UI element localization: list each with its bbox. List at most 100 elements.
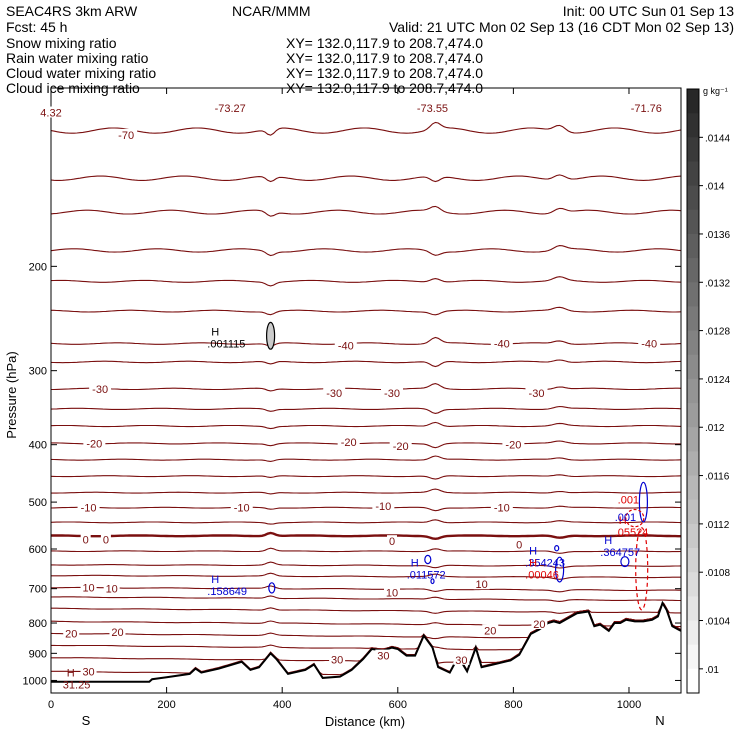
isotherm-label-bg [453, 653, 470, 665]
isotherm-label: 30 [331, 655, 343, 667]
colorbar-bin [687, 209, 699, 235]
isotherm-label-bg [77, 501, 100, 513]
isotherm-label-bg [372, 500, 395, 512]
isotherm-label-bg [412, 101, 453, 113]
endpoint-left-label: S [82, 713, 91, 728]
colorbar-tick-label: .0116 [705, 472, 730, 483]
isotherm-line [50, 455, 682, 462]
isotherm-line [50, 121, 682, 136]
isotherm-line [50, 245, 682, 257]
isotherm-label: -10 [234, 503, 250, 515]
isotherm-label: -20 [393, 441, 409, 453]
colorbar-unit-label: g kg⁻¹ [703, 86, 728, 96]
x-tick-label: 1000 [617, 699, 641, 711]
colorbar-tick-label: .0136 [705, 230, 730, 241]
isotherm-label-bg [329, 653, 346, 665]
org-title: NCAR/MMM [232, 3, 311, 19]
isotherm-label: 0 [389, 536, 395, 548]
colorbar-bin [687, 668, 699, 694]
terrain-fill [51, 603, 681, 693]
isotherm-label-bg [389, 439, 412, 451]
colorbar-frame [686, 88, 700, 694]
isotherm-label-bg [638, 337, 661, 349]
isotherm-label: 30 [455, 655, 467, 667]
isotherm-label: -10 [375, 501, 391, 513]
max-marker: H [211, 574, 219, 586]
isotherm-line [50, 359, 682, 368]
isotherm-label-bg [387, 535, 398, 547]
colorbar-tick-label: .0144 [705, 133, 730, 144]
isotherm-label-bg [80, 533, 91, 545]
field-label-cloud-water: Cloud water mixing ratio [6, 65, 156, 81]
colorbar-bin [687, 185, 699, 211]
cloud-water-contour [620, 556, 630, 568]
model-title: SEAC4RS 3km ARW [6, 3, 138, 19]
colorbar-bin [687, 403, 699, 428]
isotherm-label-bg [473, 578, 490, 590]
isotherm-label-bg [514, 538, 525, 550]
colorbar-bin [687, 499, 699, 525]
plot-frame [50, 87, 682, 694]
isotherm-label: 10 [475, 579, 487, 591]
isotherm-line [50, 205, 682, 217]
isotherm-label-bg [490, 337, 513, 349]
max-marker: H [604, 535, 612, 547]
isotherm-label-bg [384, 586, 401, 598]
colorbar-bin [687, 137, 699, 162]
isotherm-line [50, 174, 682, 183]
cloud-water-contour [424, 554, 432, 565]
colorbar-bin [687, 258, 699, 283]
max-marker: H [211, 327, 219, 339]
max-marker: H [529, 545, 537, 557]
isotherm-line [50, 595, 681, 602]
isotherm-line [51, 488, 681, 495]
isotherm-label: -40 [338, 340, 354, 352]
field-label-rain: Rain water mixing ratio [6, 50, 149, 66]
isotherm-label: 10 [106, 583, 118, 595]
colorbar-bin [687, 378, 699, 404]
isotherm-label: 30 [377, 651, 389, 663]
isotherm-label-bg [323, 386, 346, 398]
isotherm-label: -30 [529, 388, 545, 400]
isotherm-line [51, 585, 681, 593]
isotherm-line [51, 306, 682, 316]
plot-area: 0 200 400 600 800 100020030040050060070080090… [23, 87, 682, 711]
max-value-label: .354243 [525, 557, 565, 569]
max-value-label: 31.25 [63, 679, 91, 691]
cloud-water-contour [638, 481, 649, 523]
colorbar-bin [687, 161, 699, 187]
field-label-snow: Snow mixing ratio [6, 35, 117, 51]
isotherm-label: 0 [83, 534, 89, 546]
colorbar-bin [687, 596, 699, 622]
isotherm-line [50, 421, 682, 430]
x-axis-title: Distance (km) [325, 714, 405, 729]
isotherm-line [50, 336, 682, 347]
colorbar-bin [687, 548, 699, 573]
colorbar-bin [687, 354, 699, 380]
isotherm-label-bg [103, 582, 120, 594]
valid-time: Valid: 21 UTC Mon 02 Sep 13 (16 CDT Mon … [389, 19, 734, 35]
y-tick-label: 400 [29, 440, 47, 452]
colorbar-tick-label: .014 [705, 182, 725, 193]
colorbar-bin [687, 475, 699, 501]
max-value-label: .364757 [600, 547, 640, 559]
isotherm-label: -10 [494, 503, 510, 515]
isotherm-label-bg [337, 436, 360, 448]
colorbar-tick-label: .0108 [705, 568, 730, 579]
y-tick-label: 1000 [23, 675, 47, 687]
y-tick-label: 800 [29, 618, 47, 630]
forecast-hour: Fcst: 45 h [6, 19, 67, 35]
max-value-label: .001115 [207, 339, 245, 351]
isotherm-label: 0 [516, 540, 522, 552]
rain-water-contour [635, 527, 649, 611]
y-tick-label: 700 [29, 584, 47, 596]
isotherm-label: 20 [533, 619, 545, 631]
isotherm-line [50, 276, 682, 287]
colorbar-bin [687, 282, 699, 307]
xy-range-cloud-water: XY= 132.0,117.9 to 208.7,474.0 [286, 65, 483, 81]
isotherm-label: -30 [92, 384, 108, 396]
isotherm-label: -30 [384, 388, 400, 400]
isotherm-line [51, 561, 682, 569]
max-marker: H [529, 557, 537, 569]
isotherm-label: 20 [65, 628, 77, 640]
